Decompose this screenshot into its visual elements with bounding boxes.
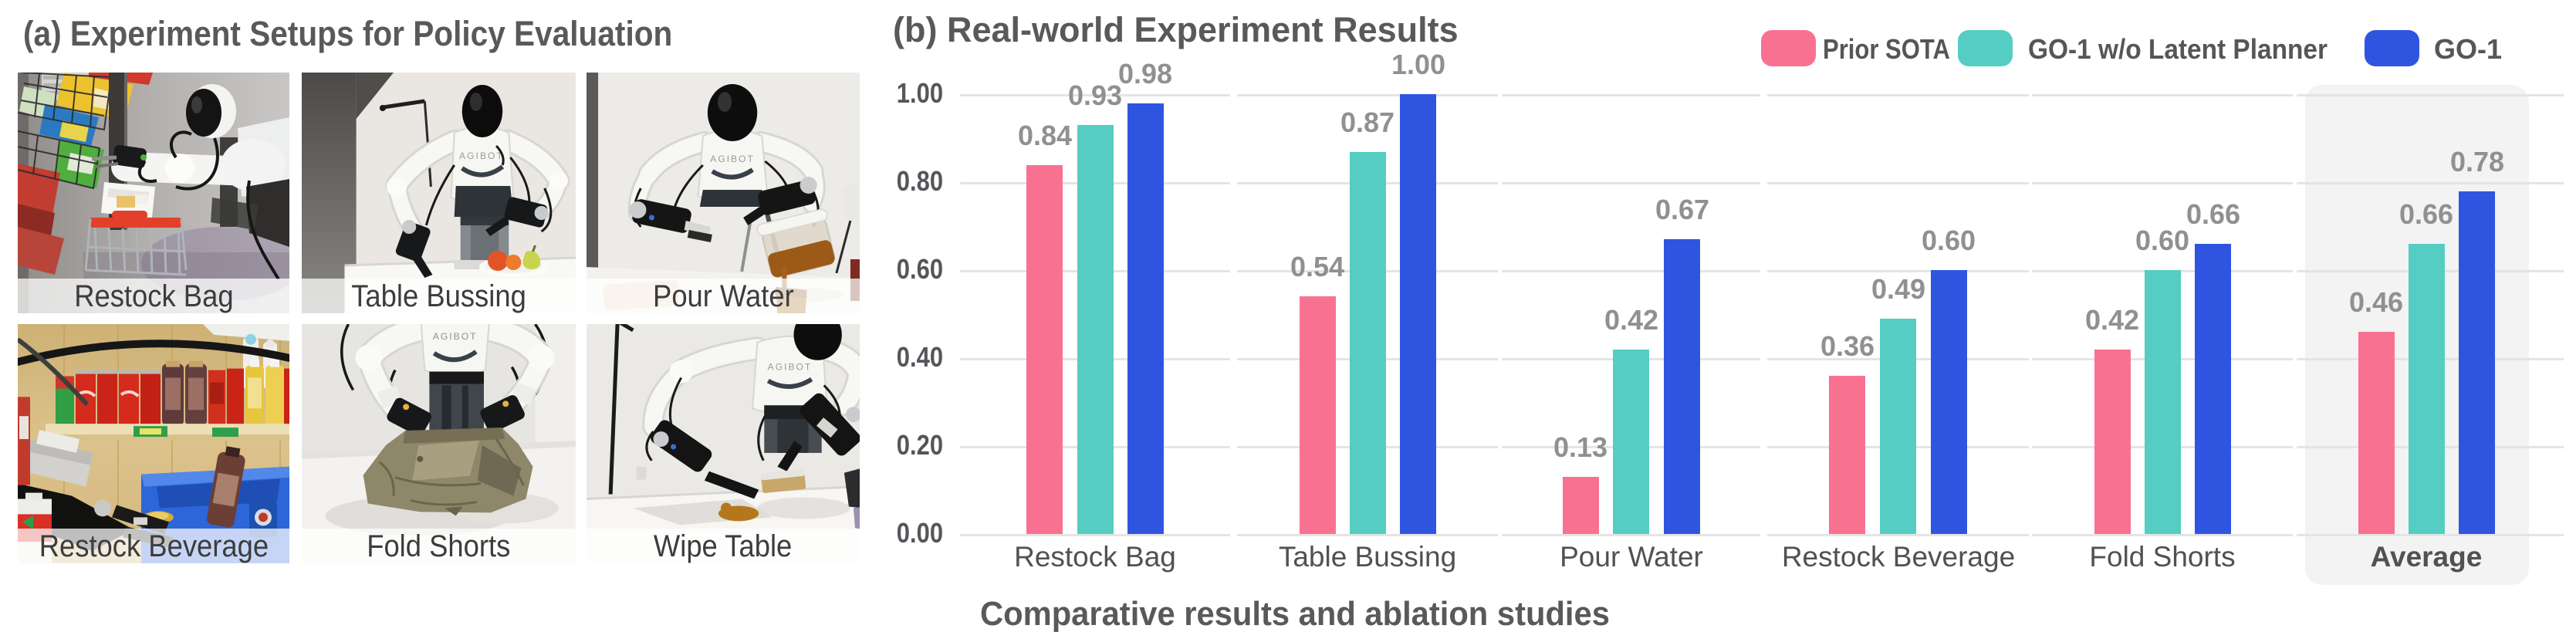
svg-text:AGIBOT: AGIBOT	[433, 331, 478, 342]
svg-text:AGIBOT: AGIBOT	[768, 362, 813, 373]
svg-text:AGIBOT: AGIBOT	[459, 150, 504, 161]
svg-text:AGIBOT: AGIBOT	[710, 154, 755, 164]
